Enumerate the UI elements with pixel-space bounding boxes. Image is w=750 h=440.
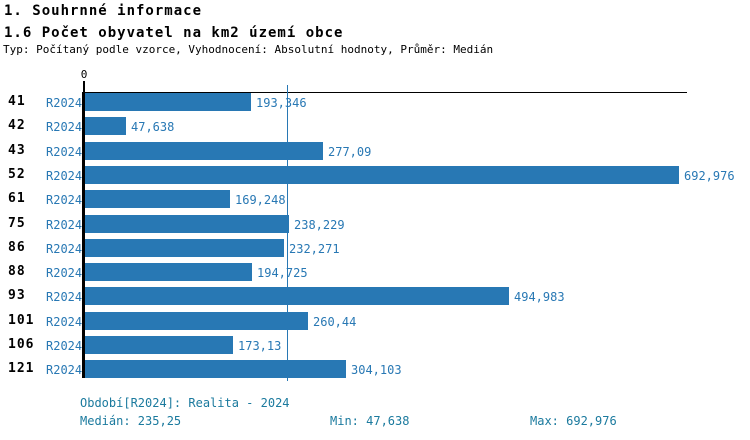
bar <box>85 312 308 330</box>
row-category-label: 75 <box>8 216 26 231</box>
bar <box>85 166 679 184</box>
bar <box>85 263 252 281</box>
row-period-label: R2024 <box>46 169 83 183</box>
page-title: 1. Souhrnné informace <box>4 3 203 19</box>
row-category-label: 86 <box>8 240 26 255</box>
row-period-label: R2024 <box>46 242 83 256</box>
chart-type-annotation: Typ: Počítaný podle vzorce, Vyhodnocení:… <box>3 43 494 56</box>
row-period-label: R2024 <box>46 96 83 110</box>
bar-value-label: 47,638 <box>131 120 175 134</box>
bar-value-label: 232,271 <box>289 242 340 256</box>
chart-row: 106 R2024 173,13 <box>0 336 750 354</box>
chart-row: 93 R2024 494,983 <box>0 287 750 305</box>
chart-row: 52 R2024 692,976 <box>0 166 750 184</box>
x-axis-zero-tick-label: 0 <box>80 68 88 81</box>
y-axis-line <box>82 92 85 378</box>
row-category-label: 43 <box>8 143 26 158</box>
x-axis-line <box>84 92 687 93</box>
row-category-label: 93 <box>8 288 26 303</box>
row-period-label: R2024 <box>46 193 83 207</box>
bar-value-label: 260,44 <box>313 315 357 329</box>
row-period-label: R2024 <box>46 363 83 377</box>
bar-value-label: 173,13 <box>238 339 282 353</box>
bar <box>85 336 233 354</box>
bar-value-label: 193,346 <box>256 96 307 110</box>
row-category-label: 42 <box>8 118 26 133</box>
row-category-label: 52 <box>8 167 26 182</box>
bar <box>85 190 230 208</box>
row-period-label: R2024 <box>46 145 83 159</box>
bar-value-label: 194,725 <box>257 266 308 280</box>
row-period-label: R2024 <box>46 315 83 329</box>
bar-value-label: 169,248 <box>235 193 286 207</box>
bar <box>85 142 323 160</box>
bar <box>85 93 251 111</box>
row-category-label: 88 <box>8 264 26 279</box>
row-category-label: 121 <box>8 361 35 376</box>
footer-max: Max: 692,976 <box>530 414 617 428</box>
chart-row: 88 R2024 194,725 <box>0 263 750 281</box>
footer-min: Min: 47,638 <box>330 414 410 428</box>
bar <box>85 215 289 233</box>
bar <box>85 287 509 305</box>
chart-row: 75 R2024 238,229 <box>0 215 750 233</box>
x-axis-zero-tick <box>83 81 85 92</box>
bar-value-label: 692,976 <box>684 169 735 183</box>
bar-value-label: 494,983 <box>514 290 565 304</box>
bar <box>85 360 346 378</box>
footer-median: Medián: 235,25 <box>80 414 182 428</box>
bar-value-label: 304,103 <box>351 363 402 377</box>
row-period-label: R2024 <box>46 266 83 280</box>
bar-value-label: 277,09 <box>328 145 372 159</box>
row-category-label: 106 <box>8 337 35 352</box>
bar <box>85 239 284 257</box>
footer-period: Období[R2024]: Realita - 2024 <box>80 396 290 410</box>
median-reference-line <box>287 85 288 381</box>
row-category-label: 61 <box>8 191 26 206</box>
row-period-label: R2024 <box>46 120 83 134</box>
chart-row: 101 R2024 260,44 <box>0 312 750 330</box>
row-category-label: 101 <box>8 313 35 328</box>
chart-row: 43 R2024 277,09 <box>0 142 750 160</box>
row-category-label: 41 <box>8 94 26 109</box>
bar-value-label: 238,229 <box>294 218 345 232</box>
row-period-label: R2024 <box>46 339 83 353</box>
chart-row: 42 R2024 47,638 <box>0 117 750 135</box>
bar <box>85 117 126 135</box>
chart-row: 121 R2024 304,103 <box>0 360 750 378</box>
chart-row: 41 R2024 193,346 <box>0 93 750 111</box>
row-period-label: R2024 <box>46 218 83 232</box>
chart-row: 86 R2024 232,271 <box>0 239 750 257</box>
chart-subtitle: 1.6 Počet obyvatel na km2 území obce <box>4 25 344 41</box>
row-period-label: R2024 <box>46 290 83 304</box>
chart-row: 61 R2024 169,248 <box>0 190 750 208</box>
